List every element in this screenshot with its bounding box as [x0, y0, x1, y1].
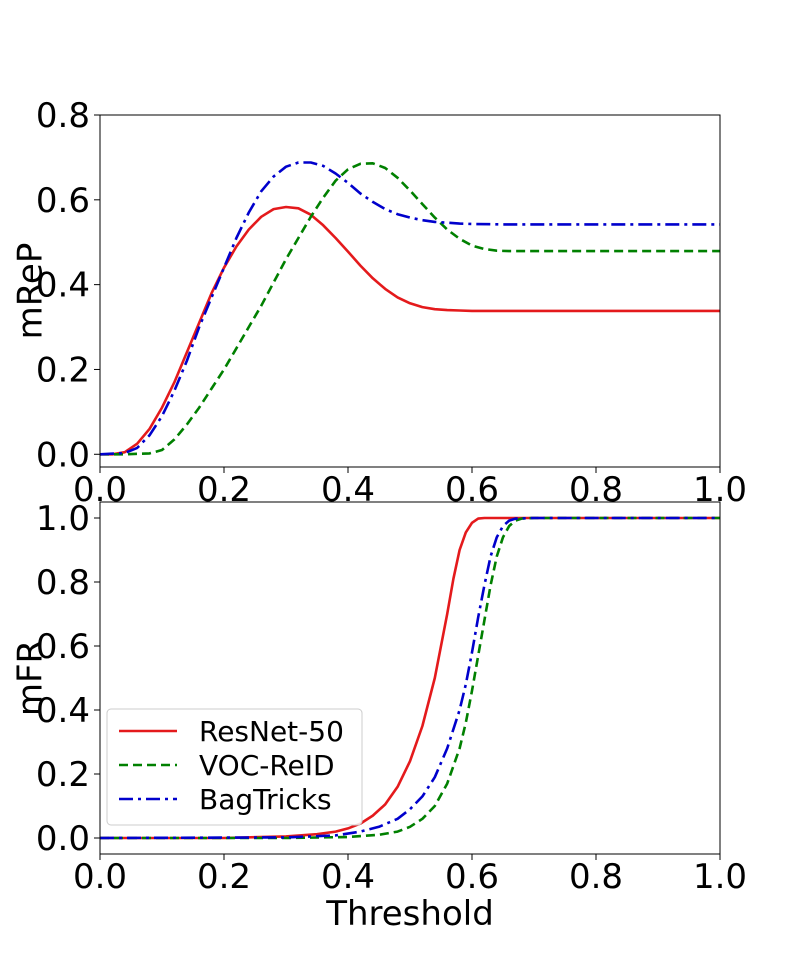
y-tick-label: 0.4 — [36, 266, 90, 306]
x-tick-label: 0.0 — [73, 857, 127, 897]
y-axis-label: mReP — [11, 243, 51, 340]
y-tick-label: 0.8 — [36, 96, 90, 136]
axes-frame — [99, 114, 721, 468]
y-tick-label: 0.6 — [36, 181, 90, 221]
series-line-bagtricks — [100, 516, 720, 840]
y-tick-label: 1.0 — [36, 499, 90, 539]
series-line-resnet-50 — [100, 516, 720, 840]
series-group — [100, 516, 720, 840]
series-group — [100, 161, 720, 456]
bottom-panel-mfr: 0.0 0.2 0.4 0.6 0.8 1.0 0.0 0.2 0.4 0.6 0.8 1.0 mFR T… — [11, 499, 748, 934]
x-tick-label: 0.6 — [445, 470, 499, 510]
x-tick-label: 0.8 — [569, 470, 623, 510]
x-axis-label: Threshold — [325, 894, 494, 934]
x-tick-label: 0.6 — [445, 857, 499, 897]
y-tick-label: 0.4 — [36, 691, 90, 731]
legend-box — [106, 708, 363, 826]
x-tick-label: 1.0 — [693, 857, 747, 897]
y-tick-label: 0.0 — [36, 435, 90, 475]
series-line-resnet-50 — [100, 205, 720, 456]
y-tick-label: 0.0 — [36, 819, 90, 859]
legend-label: VOC-ReID — [199, 749, 335, 782]
series-line-voc-reid — [100, 162, 720, 456]
series-line-bagtricks — [100, 161, 720, 456]
legend-label: BagTricks — [199, 783, 332, 816]
legend-label: ResNet-50 — [199, 715, 344, 748]
x-tick-label: 0.2 — [197, 857, 251, 897]
y-tick-label: 0.2 — [36, 350, 90, 390]
y-tick-label: 0.8 — [36, 563, 90, 603]
y-tick-label: 0.2 — [36, 755, 90, 795]
y-axis-label: mFR — [11, 640, 51, 716]
x-tick-label: 0.4 — [321, 857, 375, 897]
y-tick-label: 0.6 — [36, 627, 90, 667]
x-tick-label: 0.8 — [569, 857, 623, 897]
series-line-voc-reid — [100, 516, 720, 840]
x-tick-label: 0.4 — [321, 470, 375, 510]
axes-frame — [99, 501, 721, 855]
x-tick-label: 0.2 — [197, 470, 251, 510]
